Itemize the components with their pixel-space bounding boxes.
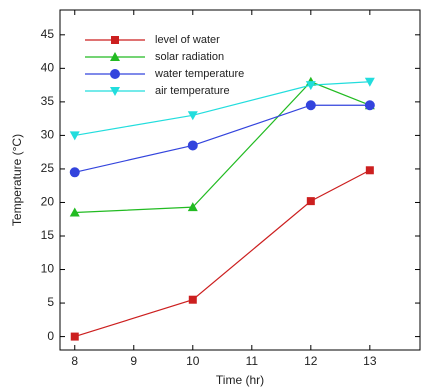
marker: [69, 167, 80, 178]
y-tick-label: 40: [41, 61, 55, 75]
series-line: [74, 81, 370, 136]
y-tick-label: 30: [41, 128, 55, 142]
marker: [70, 332, 79, 341]
marker: [187, 140, 198, 151]
x-axis-label: Time (hr): [216, 373, 264, 387]
x-tick-label: 8: [71, 354, 78, 368]
plot-frame: [59, 9, 421, 351]
x-tick-label: 10: [186, 354, 200, 368]
legend-label: level of water: [155, 34, 220, 46]
y-tick-label: 20: [41, 195, 55, 209]
marker: [364, 100, 375, 111]
x-tick-label: 12: [304, 354, 318, 368]
y-tick-label: 0: [47, 329, 54, 343]
series-line: [74, 169, 371, 338]
series-line: [74, 81, 371, 214]
marker: [69, 131, 80, 141]
marker: [69, 207, 80, 217]
y-axis-label: Temperature (°C): [10, 134, 24, 226]
legend-marker: [110, 69, 120, 79]
marker: [305, 100, 316, 111]
x-tick-label: 11: [246, 354, 259, 368]
x-tick-label: 9: [130, 354, 137, 368]
marker: [187, 111, 198, 121]
marker: [364, 77, 375, 87]
marker: [365, 166, 374, 175]
series-line: [74, 104, 370, 173]
marker: [305, 81, 316, 91]
legend-label: solar radiation: [155, 51, 224, 63]
legend-marker: [111, 36, 119, 44]
marker: [306, 197, 315, 206]
legend-marker: [110, 87, 120, 96]
legend-label: water temperature: [154, 68, 244, 80]
y-tick-label: 5: [47, 295, 54, 309]
y-tick-label: 25: [41, 161, 55, 175]
y-tick-label: 35: [41, 94, 55, 108]
y-tick-label: 45: [41, 27, 55, 41]
legend-marker: [110, 52, 120, 61]
marker: [188, 295, 197, 304]
marker: [187, 202, 198, 212]
x-tick-label: 13: [363, 354, 377, 368]
y-tick-label: 10: [41, 262, 55, 276]
y-tick-label: 15: [41, 228, 55, 242]
legend-label: air temperature: [155, 85, 230, 97]
